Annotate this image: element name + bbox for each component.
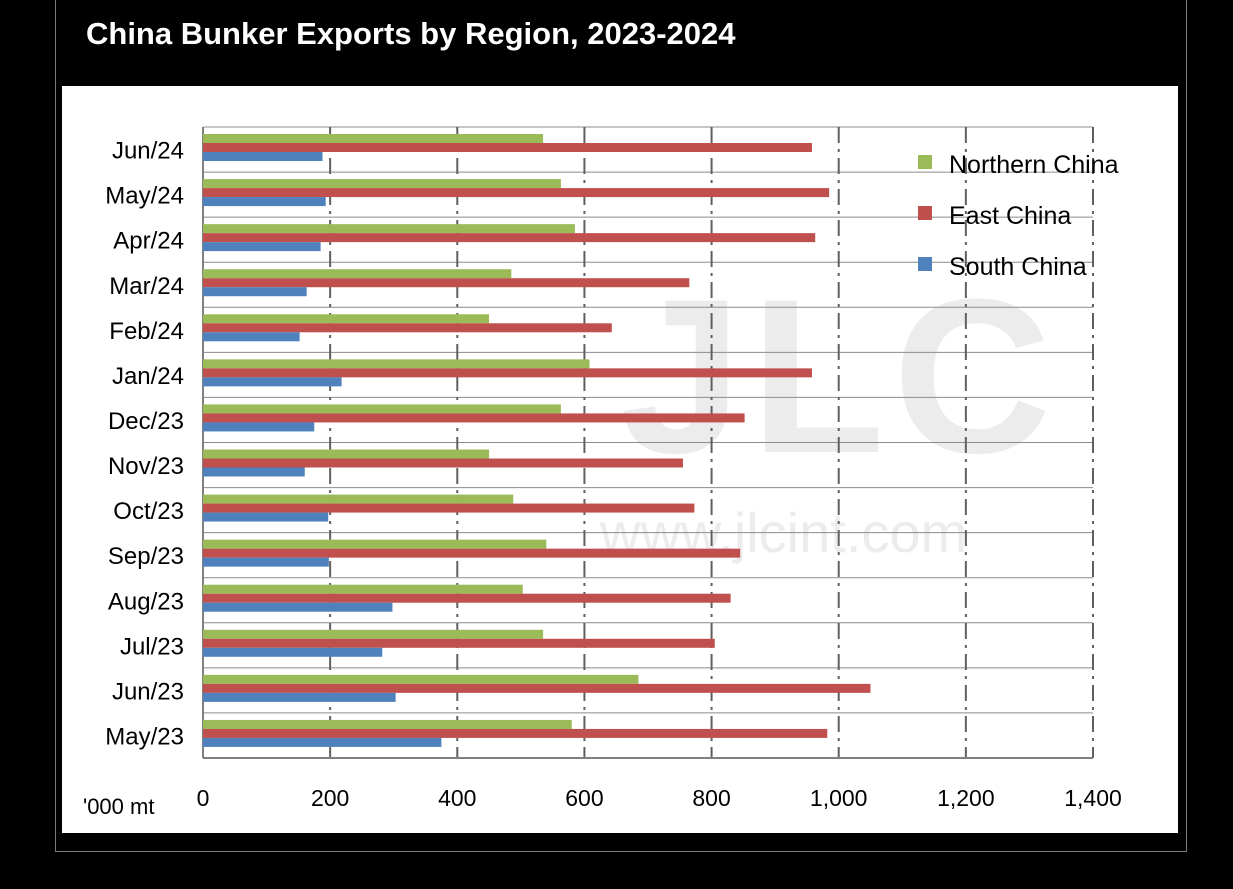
bar-northern-china [203,629,544,639]
bar-northern-china [203,269,512,279]
bar-south-china [203,602,393,612]
legend-swatch [918,155,932,169]
bar-south-china [203,737,442,747]
bar-south-china [203,557,329,567]
y-category-label: Sep/23 [108,543,184,570]
x-tick-label: 1,400 [1064,785,1122,811]
y-category-label: Aug/23 [108,588,184,615]
y-category-label: Jun/24 [112,138,184,165]
bar-northern-china [203,674,639,684]
bar-northern-china [203,224,575,234]
bar-east-china [203,143,813,152]
legend-swatch [918,257,932,271]
bar-south-china [203,332,300,342]
x-tick-label: 0 [197,785,210,811]
bar-northern-china [203,449,490,459]
chart-title: China Bunker Exports by Region, 2023-202… [86,16,736,51]
legend-label: South China [949,253,1087,281]
y-category-label: Nov/23 [108,453,184,480]
bar-east-china [203,278,690,288]
bar-east-china [203,728,828,738]
bar-northern-china [203,314,490,324]
chart-frame [55,0,1187,852]
bar-south-china [203,287,307,297]
bar-east-china [203,323,612,333]
bar-northern-china [203,539,547,549]
bar-northern-china [203,404,561,414]
bar-east-china [203,368,813,378]
bar-northern-china [203,584,523,594]
bar-south-china [203,422,315,432]
bar-northern-china [203,134,544,143]
bar-south-china [203,152,323,161]
y-category-label: Dec/23 [108,408,184,435]
bar-east-china [203,638,715,648]
y-category-label: Jan/24 [112,363,184,390]
bar-east-china [203,188,830,198]
bar-south-china [203,197,326,207]
y-category-label: Jun/23 [112,678,184,705]
bar-northern-china [203,719,572,729]
x-tick-label: 1,200 [937,785,995,811]
bar-east-china [203,593,731,603]
y-category-label: May/23 [105,723,184,750]
bar-south-china [203,467,305,477]
x-axis-unit-label: '000 mt [83,794,155,819]
legend-swatch [918,206,932,220]
bar-northern-china [203,359,590,369]
bar-east-china [203,413,745,423]
bar-east-china [203,683,871,693]
y-category-label: May/24 [105,183,184,210]
legend-label: Northern China [949,151,1119,179]
bar-south-china [203,377,342,387]
bar-east-china [203,233,816,243]
bar-south-china [203,692,396,702]
y-category-label: Mar/24 [109,273,184,300]
bar-east-china [203,548,741,558]
bar-east-china [203,503,695,513]
bar-northern-china [203,179,561,189]
bar-south-china [203,242,321,252]
y-category-label: Oct/23 [113,498,184,525]
y-category-label: Feb/24 [109,318,184,345]
x-tick-label: 1,000 [810,785,868,811]
bar-east-china [203,458,683,468]
x-tick-label: 200 [311,785,349,811]
bar-northern-china [203,494,514,504]
legend-label: East China [949,202,1071,230]
x-tick-label: 400 [438,785,476,811]
y-category-label: Apr/24 [113,228,184,255]
x-tick-label: 800 [692,785,730,811]
bar-south-china [203,647,383,657]
y-category-label: Jul/23 [120,633,184,660]
bar-south-china [203,512,329,522]
x-tick-label: 600 [565,785,603,811]
